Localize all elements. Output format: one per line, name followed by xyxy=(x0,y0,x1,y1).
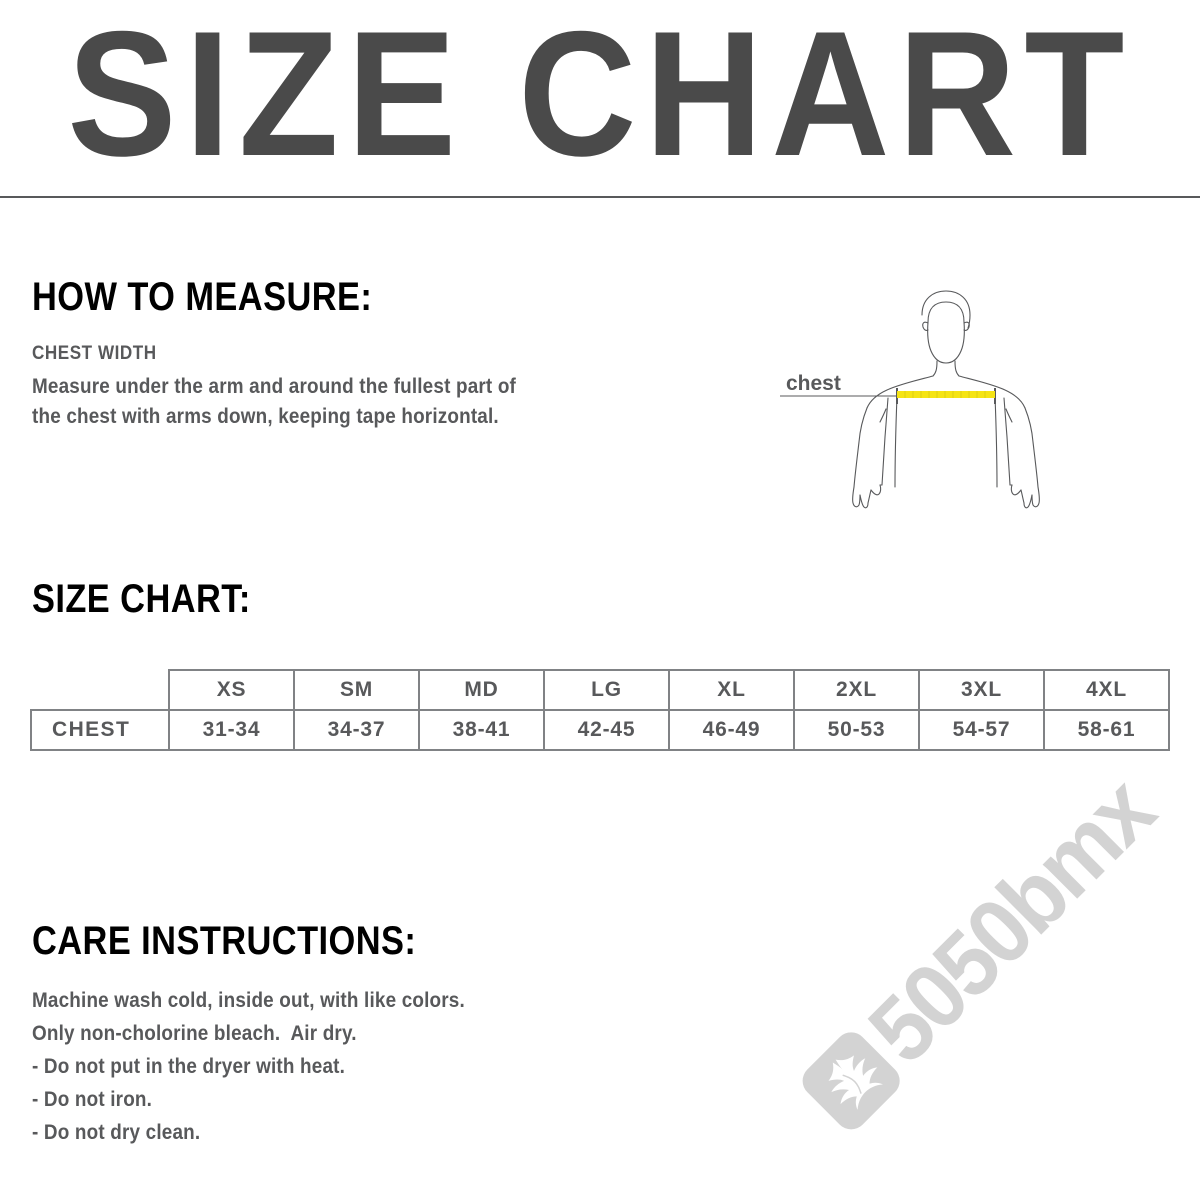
care-line-2: Only non-cholorine bleach. Air dry. xyxy=(32,1022,357,1045)
cell-chest-4xl: 58-61 xyxy=(1043,709,1170,751)
chest-measure-line xyxy=(897,391,995,398)
chest-width-label: CHEST WIDTH xyxy=(32,343,157,364)
cell-chest-xl: 46-49 xyxy=(668,709,795,751)
size-chart-heading: SIZE CHART: xyxy=(32,577,251,621)
page-title: SIZE CHART xyxy=(67,0,1133,193)
brand-watermark: 5050bmx xyxy=(781,760,1172,1151)
column-header-lg: LG xyxy=(543,669,670,711)
care-line-5: - Do not dry clean. xyxy=(32,1121,201,1144)
body-measurement-figure: chest xyxy=(770,272,1050,522)
row-label-chest: CHEST xyxy=(30,709,170,751)
cell-chest-2xl: 50-53 xyxy=(793,709,920,751)
how-to-measure-heading: HOW TO MEASURE: xyxy=(32,275,373,319)
cell-chest-3xl: 54-57 xyxy=(918,709,1045,751)
care-line-4: - Do not iron. xyxy=(32,1088,153,1111)
how-to-measure-description: Measure under the arm and around the ful… xyxy=(32,372,590,432)
column-header-xl: XL xyxy=(668,669,795,711)
title-divider xyxy=(0,196,1200,198)
title-band: SIZE CHART xyxy=(0,0,1200,198)
column-header-2xl: 2XL xyxy=(793,669,920,711)
table-header-row: XS SM MD LG XL 2XL 3XL 4XL xyxy=(31,669,1170,711)
column-header-4xl: 4XL xyxy=(1043,669,1170,711)
table-row: CHEST 31-34 34-37 38-41 42-45 46-49 50-5… xyxy=(30,709,1170,751)
care-instructions-heading: CARE INSTRUCTIONS: xyxy=(32,919,417,963)
watermark-text: 5050bmx xyxy=(849,759,1173,1083)
care-line-3: - Do not put in the dryer with heat. xyxy=(32,1055,346,1078)
cell-chest-sm: 34-37 xyxy=(293,709,420,751)
cell-chest-md: 38-41 xyxy=(418,709,545,751)
description-line-2: the chest with arms down, keeping tape h… xyxy=(32,405,499,428)
cell-chest-xs: 31-34 xyxy=(168,709,295,751)
column-header-md: MD xyxy=(418,669,545,711)
size-chart-table: XS SM MD LG XL 2XL 3XL 4XL CHEST 31-34 3… xyxy=(30,669,1170,751)
eagle-icon xyxy=(828,1055,883,1110)
care-instructions-list: Machine wash cold, inside out, with like… xyxy=(32,984,662,1149)
care-line-1: Machine wash cold, inside out, with like… xyxy=(32,989,465,1012)
column-header-3xl: 3XL xyxy=(918,669,1045,711)
column-header-xs: XS xyxy=(168,669,295,711)
table-corner-blank xyxy=(31,670,169,710)
chest-callout-label: chest xyxy=(786,372,841,395)
eagle-badge-icon xyxy=(795,1025,907,1137)
cell-chest-lg: 42-45 xyxy=(543,709,670,751)
torso-diagram-icon: chest xyxy=(780,290,1040,509)
column-header-sm: SM xyxy=(293,669,420,711)
description-line-1: Measure under the arm and around the ful… xyxy=(32,375,517,398)
